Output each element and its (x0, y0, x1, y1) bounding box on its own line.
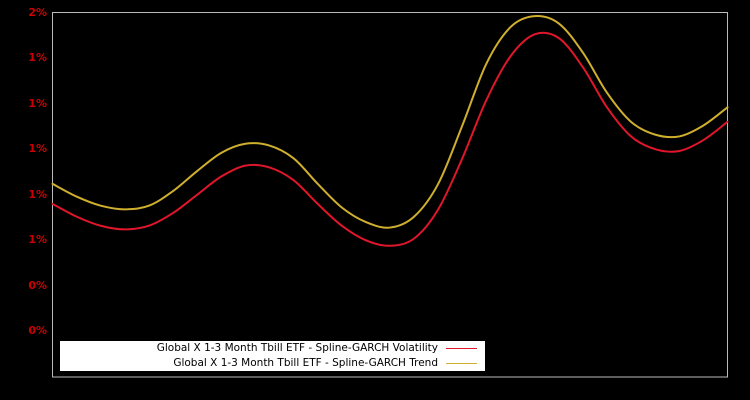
y-tick-label: 0% (28, 324, 47, 338)
y-tick-label: 1% (28, 51, 47, 65)
y-tick-label: 1% (28, 187, 47, 201)
y-tick-label: 1% (28, 96, 47, 110)
legend-swatch-volatility (446, 348, 477, 349)
legend-label-trend: Global X 1-3 Month Tbill ETF - Spline-GA… (173, 357, 438, 369)
legend-label-volatility: Global X 1-3 Month Tbill ETF - Spline-GA… (156, 342, 438, 354)
series-line-volatility (51, 31, 729, 247)
plot-border (52, 12, 728, 378)
series-line-trend (51, 15, 729, 229)
chart-legend: Global X 1-3 Month Tbill ETF - Spline-GA… (60, 341, 485, 371)
legend-swatch-trend (446, 363, 477, 364)
legend-item-trend: Global X 1-3 Month Tbill ETF - Spline-GA… (60, 356, 485, 371)
y-axis-tick-labels: 2% 1% 1% 1% 1% 1% 0% 0% (0, 0, 47, 400)
y-tick-label: 1% (28, 233, 47, 247)
y-tick-label: 2% (28, 5, 47, 19)
y-tick-label: 0% (28, 278, 47, 292)
series-layer (51, 15, 729, 247)
legend-item-volatility: Global X 1-3 Month Tbill ETF - Spline-GA… (60, 341, 485, 356)
y-tick-label: 1% (28, 142, 47, 156)
